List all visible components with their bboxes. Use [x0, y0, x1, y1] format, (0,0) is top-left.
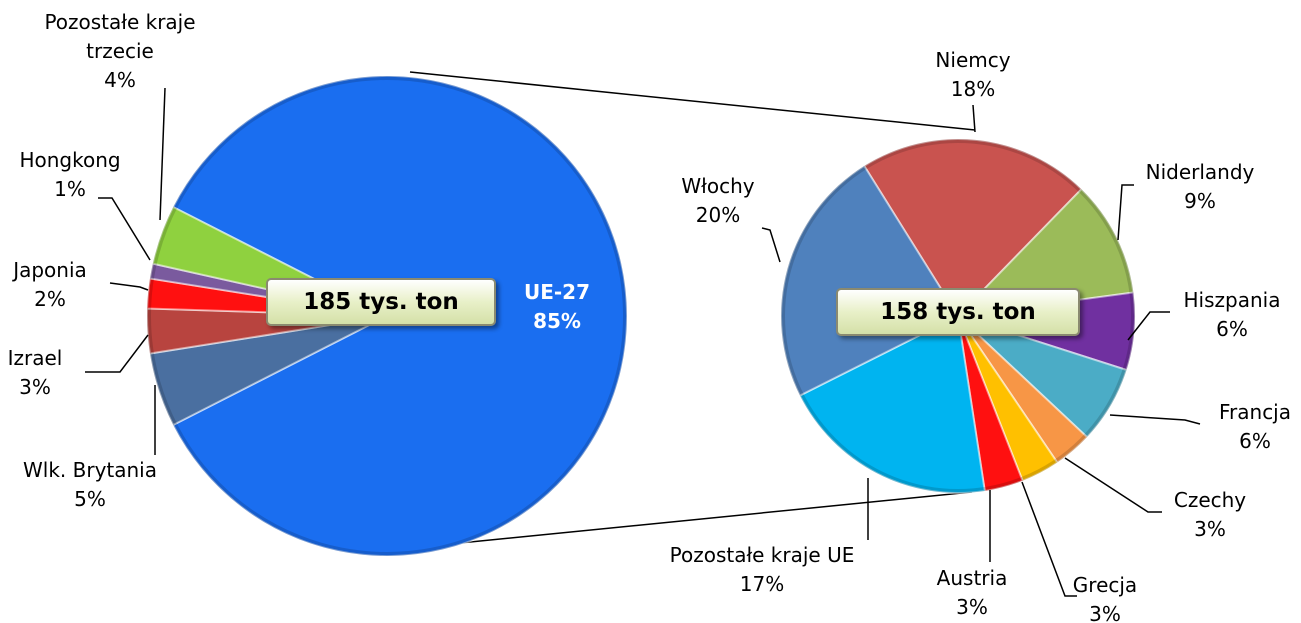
pie-shade	[781, 139, 1135, 493]
data-label: Hiszpania 6%	[1157, 286, 1301, 344]
label-name: Hiszpania	[1183, 288, 1281, 312]
pie-slice	[780, 164, 960, 397]
leader-line	[972, 104, 976, 133]
data-label: Pozostałe kraje trzecie 4%	[40, 8, 200, 95]
label-value: 9%	[1184, 189, 1216, 213]
label-value: 85%	[533, 309, 581, 333]
data-label: Niderlandy 9%	[1125, 158, 1275, 216]
annotation-box: 158 tys. ton	[836, 288, 1080, 336]
leader-line	[1021, 481, 1077, 597]
label-name: Izrael	[7, 346, 63, 370]
label-value: 1%	[54, 177, 86, 201]
pie-slice	[862, 138, 1083, 318]
data-label: Austria 3%	[917, 564, 1027, 622]
data-label: Francja 6%	[1195, 398, 1301, 456]
label-value: 6%	[1239, 429, 1271, 453]
leader-line	[1109, 414, 1201, 425]
label-value: 2%	[34, 287, 66, 311]
label-value: 3%	[1194, 517, 1226, 541]
data-label: UE-27 85%	[507, 278, 607, 336]
data-label: Wlk. Brytania 5%	[0, 456, 200, 514]
label-name: Włochy	[681, 174, 755, 198]
label-name: UE-27	[523, 280, 591, 304]
data-label: Izrael 3%	[0, 344, 75, 402]
label-name: Pozostałe kraje UE	[669, 543, 855, 567]
pie-slice	[798, 314, 986, 494]
leader-line	[85, 334, 149, 373]
leader-line	[1127, 311, 1170, 341]
label-name: Pozostałe kraje trzecie	[44, 10, 196, 63]
label-value: 18%	[950, 77, 996, 101]
label-value: 20%	[695, 203, 741, 227]
leader-line	[159, 87, 166, 221]
label-name: Wlk. Brytania	[23, 458, 157, 482]
data-label: Niemcy 18%	[913, 46, 1033, 104]
leader-line	[109, 282, 149, 291]
leader-line	[98, 197, 151, 261]
data-label: Włochy 20%	[668, 172, 768, 230]
pie-slice	[955, 187, 1135, 318]
label-name: Grecja	[1072, 573, 1138, 597]
label-name: Hongkong	[19, 148, 121, 172]
label-value: 6%	[1216, 317, 1248, 341]
label-name: Japonia	[13, 258, 87, 282]
label-name: Niemcy	[935, 48, 1011, 72]
leader-line	[1064, 457, 1162, 513]
pie-shade	[147, 76, 627, 556]
connector-line	[409, 491, 973, 549]
data-label: Grecja 3%	[1055, 571, 1155, 623]
label-value: 5%	[74, 487, 106, 511]
label-name: Francja	[1218, 400, 1291, 424]
data-label: Hongkong 1%	[0, 146, 140, 204]
annotation-box: 185 tys. ton	[266, 278, 496, 326]
data-label: Czechy 3%	[1150, 486, 1270, 544]
label-name: Austria	[936, 566, 1008, 590]
label-value: 17%	[739, 572, 785, 596]
label-value: 3%	[956, 595, 988, 619]
leader-line	[1117, 184, 1134, 241]
label-value: 3%	[1089, 602, 1121, 623]
label-name: Niderlandy	[1145, 160, 1255, 184]
leader-line	[761, 227, 781, 263]
label-name: Czechy	[1173, 488, 1247, 512]
label-value: 4%	[104, 68, 136, 92]
label-value: 3%	[19, 375, 51, 399]
connector-line	[409, 71, 976, 131]
data-label: Pozostałe kraje UE 17%	[632, 541, 892, 599]
data-label: Japonia 2%	[0, 256, 105, 314]
